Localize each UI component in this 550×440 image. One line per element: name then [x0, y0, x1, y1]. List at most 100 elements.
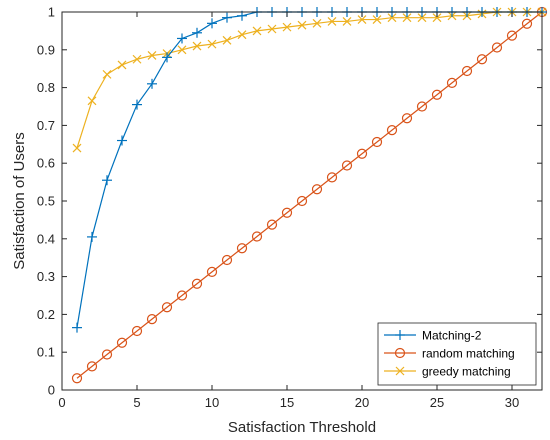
- data-point-greedy-matching: [87, 96, 97, 106]
- y-tick-label: 0.9: [37, 42, 55, 57]
- data-point-random-matching: [506, 30, 518, 41]
- data-point-greedy-matching: [192, 41, 202, 51]
- data-point-greedy-matching: [402, 13, 412, 23]
- y-tick-label: 0: [48, 383, 55, 398]
- data-point-matching-2: [207, 18, 217, 29]
- data-point-greedy-matching: [312, 18, 322, 28]
- legend-item-matching-2: Matching-2: [384, 329, 482, 343]
- data-point-matching-2: [192, 27, 202, 38]
- data-point-random-matching: [491, 42, 503, 53]
- data-point-random-matching: [461, 65, 473, 77]
- legend-label: random matching: [422, 347, 515, 361]
- data-point-random-matching: [116, 337, 128, 348]
- data-point-greedy-matching: [222, 35, 232, 45]
- data-point-random-matching: [236, 243, 248, 254]
- legend: Matching-2 random matching greedy matching: [377, 322, 537, 386]
- data-point-random-matching: [356, 148, 368, 159]
- data-point-greedy-matching: [357, 15, 367, 24]
- data-point-random-matching: [281, 207, 293, 218]
- y-tick-label: 0.5: [37, 194, 55, 209]
- data-point-random-matching: [341, 160, 353, 171]
- data-point-random-matching: [86, 361, 98, 372]
- data-point-matching-2: [117, 135, 127, 146]
- data-point-matching-2: [222, 12, 232, 23]
- y-tick-label: 0.4: [37, 231, 55, 246]
- y-tick-label: 0.2: [37, 307, 55, 322]
- data-point-matching-2: [177, 33, 187, 44]
- data-point-random-matching: [371, 136, 383, 148]
- data-point-greedy-matching: [342, 17, 352, 26]
- legend-item-random-matching: random matching: [384, 347, 515, 361]
- data-point-greedy-matching: [147, 51, 157, 60]
- data-point-greedy-matching: [117, 60, 127, 70]
- data-point-greedy-matching: [432, 13, 442, 23]
- legend-swatch-marker: [395, 330, 405, 340]
- data-point-greedy-matching: [102, 69, 112, 79]
- data-point-random-matching: [161, 302, 173, 313]
- data-point-greedy-matching: [72, 143, 82, 153]
- x-tick-label: 25: [430, 395, 444, 410]
- data-point-greedy-matching: [282, 22, 292, 32]
- data-point-random-matching: [326, 172, 338, 183]
- y-axis-label: Satisfaction of Users: [11, 132, 28, 270]
- series-random-matching: [71, 6, 548, 384]
- data-point-random-matching: [251, 231, 263, 242]
- legend-swatch-marker: [395, 366, 405, 376]
- x-tick-label: 10: [205, 395, 219, 410]
- data-point-greedy-matching: [297, 20, 307, 30]
- x-tick-label: 5: [133, 395, 140, 410]
- data-point-random-matching: [101, 349, 113, 360]
- data-point-random-matching: [296, 195, 308, 207]
- y-tick-label: 0.1: [37, 345, 55, 360]
- y-tick-label: 0.7: [37, 118, 55, 133]
- data-point-matching-2: [132, 99, 142, 110]
- x-tick-label: 30: [505, 395, 519, 410]
- data-point-greedy-matching: [252, 26, 262, 36]
- data-point-random-matching: [476, 54, 488, 65]
- data-point-random-matching: [131, 325, 143, 337]
- data-point-greedy-matching: [267, 24, 277, 34]
- data-point-random-matching: [71, 373, 83, 384]
- x-tick-label: 20: [355, 395, 369, 410]
- data-point-matching-2: [87, 231, 97, 242]
- data-point-random-matching: [221, 254, 233, 266]
- data-point-matching-2: [162, 52, 172, 63]
- data-point-greedy-matching: [417, 13, 427, 23]
- legend-swatch-marker: [394, 347, 406, 359]
- x-tick-label: 15: [280, 395, 294, 410]
- data-point-greedy-matching: [177, 45, 187, 55]
- data-point-random-matching: [266, 219, 278, 230]
- data-point-greedy-matching: [132, 54, 142, 64]
- legend-label: greedy matching: [422, 365, 511, 379]
- legend-item-greedy-matching: greedy matching: [384, 365, 511, 379]
- data-point-random-matching: [446, 77, 458, 88]
- data-point-greedy-matching: [387, 13, 397, 23]
- y-tick-label: 0.8: [37, 80, 55, 95]
- data-point-greedy-matching: [372, 15, 382, 24]
- data-point-matching-2: [72, 322, 82, 333]
- data-point-random-matching: [416, 101, 428, 112]
- data-point-greedy-matching: [327, 17, 337, 26]
- data-point-matching-2: [147, 78, 157, 89]
- data-point-matching-2: [102, 175, 112, 186]
- data-point-greedy-matching: [237, 30, 247, 40]
- data-point-random-matching: [431, 89, 443, 100]
- series-line-random-matching: [76, 11, 543, 379]
- legend-label: Matching-2: [422, 329, 482, 343]
- y-tick-label: 1: [48, 5, 55, 20]
- y-tick-label: 0.3: [37, 269, 55, 284]
- data-point-random-matching: [206, 266, 218, 277]
- series-line-greedy-matching: [76, 11, 542, 149]
- x-tick-label: 0: [58, 395, 65, 410]
- data-point-greedy-matching: [207, 39, 217, 49]
- y-tick-label: 0.6: [37, 156, 55, 171]
- data-point-random-matching: [176, 290, 188, 301]
- x-axis-label: Satisfaction Threshold: [228, 419, 376, 436]
- data-point-random-matching: [386, 125, 398, 136]
- data-point-random-matching: [401, 113, 413, 124]
- data-point-random-matching: [146, 314, 158, 325]
- data-point-random-matching: [191, 278, 203, 289]
- axes: 0 5 10 15 20 25 30 0 0.1 0.2 0.3 0.4 0.5 0.6 0.7 0.8 0.9…: [37, 5, 543, 410]
